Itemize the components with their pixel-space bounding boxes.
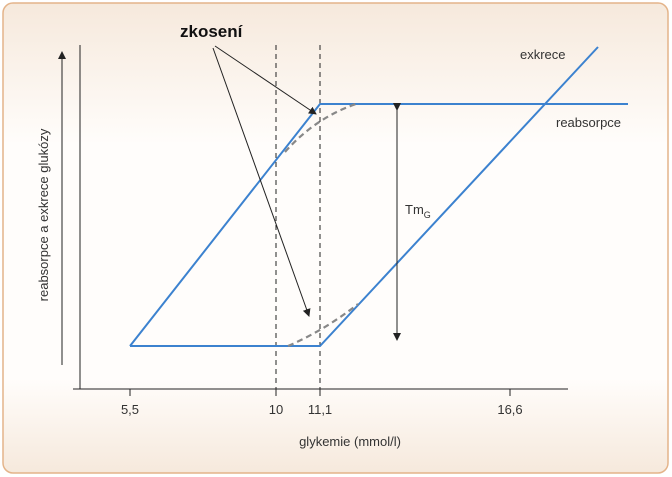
splay-lower	[287, 303, 359, 348]
threshold-lines	[275, 45, 321, 389]
excretion-curve	[130, 46, 599, 347]
x-ticks	[129, 389, 511, 396]
x-tick-label: 10	[269, 402, 283, 417]
reabsorption-label: reabsorpce	[556, 115, 621, 130]
tm-subscript: G	[424, 210, 431, 220]
x-tick-label: 11,1	[308, 402, 332, 417]
splay-upper	[284, 102, 357, 153]
x-tick-label: 16,6	[497, 402, 522, 417]
annotation: zkosení	[180, 22, 244, 41]
x-tick-label: 5,5	[121, 402, 139, 417]
tm-text: Tm	[405, 202, 424, 217]
x-axis-label: glykemie (mmol/l)	[299, 434, 401, 449]
reabsorption-curve	[129, 103, 628, 347]
annotation-arrow	[212, 47, 311, 317]
tm-label: TmG	[405, 202, 431, 220]
excretion-label: exkrece	[520, 47, 566, 62]
y-axis-label: reabsorpce a exkrece glukózy	[36, 128, 51, 301]
annotation-arrow	[214, 45, 317, 115]
